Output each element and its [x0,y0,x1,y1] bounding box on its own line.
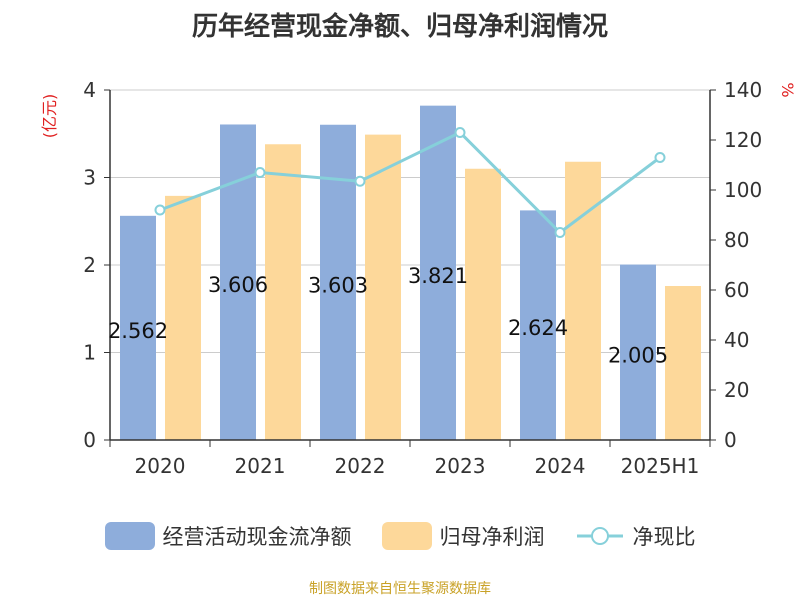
y-left-tick-label: 1 [83,341,96,365]
data-label-cashflow-2025H1: 2.005 [608,343,668,367]
x-tick-label: 2022 [335,454,386,478]
legend-label-net-profit: 归母净利润 [439,525,545,549]
point-ratio-2024 [554,227,566,238]
x-tick-label: 2024 [535,454,586,478]
y-right-tick-label: 140 [724,78,762,102]
legend-item-cashflow[interactable]: 经营活动现金流净额 [104,521,352,551]
bar-cashflow-2024 [520,210,556,440]
x-tick-label: 2025H1 [621,454,700,478]
bar-net-profit-2023 [465,168,501,440]
chart-title: 历年经营现金净额、归母净利润情况 [191,12,608,42]
point-ratio-2020 [154,204,166,216]
y-right-tick-label: 40 [724,328,749,352]
data-label-cashflow-2022: 3.603 [308,273,368,297]
legend-swatch-net-profit [381,522,432,550]
y-left-tick-label: 4 [83,78,96,102]
y-right-tick-label: 100 [724,178,762,202]
bar-net-profit-2025H1 [665,286,701,440]
bar-net-profit-2022 [365,134,401,440]
y-right-tick-label: 0 [724,428,737,452]
y-right-unit-label: % [778,82,797,97]
legend-item-ratio[interactable]: 净现比 [575,521,696,551]
point-ratio-2021 [254,167,266,178]
x-tick-label: 2023 [435,454,486,478]
legend-label-ratio: 净现比 [632,525,696,549]
y-right-tick-label: 60 [724,278,749,302]
x-tick-label: 2020 [135,454,186,478]
data-label-cashflow-2024: 2.624 [508,316,568,340]
y-right-tick-label: 80 [724,228,749,252]
legend-label-cashflow: 经营活动现金流净额 [162,525,352,549]
x-tick-label: 2021 [235,454,286,478]
y-left-tick-label: 0 [83,428,96,452]
bar-net-profit-2024 [565,161,601,440]
y-right-tick-label: 120 [724,128,762,152]
bar-cashflow-2025H1 [620,264,656,440]
bar-net-profit-2021 [265,144,301,440]
y-left-tick-label: 3 [83,166,96,190]
point-ratio-2025H1 [654,152,666,163]
data-label-cashflow-2020: 2.562 [108,319,168,343]
source-note: 制图数据来自恒生聚源数据库 [309,581,491,597]
point-ratio-2023 [454,127,466,138]
bar-cashflow-2020 [120,215,156,440]
bar-net-profit-2020 [165,195,201,440]
legend-swatch-ratio [576,527,623,545]
legend: 经营活动现金流净额 归母净利润 净现比 [0,518,800,554]
legend-swatch-cashflow [104,522,155,550]
y-right-tick-label: 20 [724,378,749,402]
y-left-unit-label: (亿元) [40,94,59,139]
y-left-tick-label: 2 [83,253,96,277]
line-ratio [159,130,661,235]
data-label-cashflow-2023: 3.821 [408,264,468,288]
legend-item-net-profit[interactable]: 归母净利润 [381,521,545,551]
bar-cashflow-2023 [420,105,456,440]
data-label-cashflow-2021: 3.606 [208,273,268,297]
point-ratio-2022 [354,175,366,187]
